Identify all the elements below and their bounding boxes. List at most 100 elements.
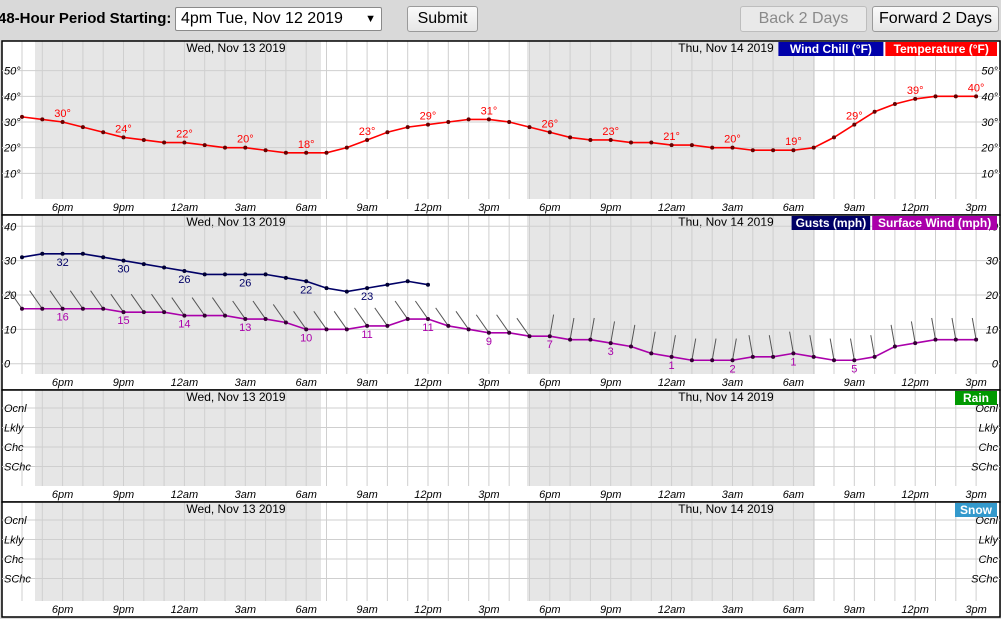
- wind-barb: [110, 293, 124, 313]
- surface-wind-point: [811, 354, 816, 359]
- x-tick-label: 6pm: [52, 202, 73, 214]
- x-tick-label: 12pm: [414, 604, 442, 616]
- gusts-point: [162, 265, 167, 270]
- surface-wind-point: [588, 337, 593, 342]
- gusts-point: [243, 272, 248, 277]
- surface-wind-point: [446, 323, 451, 328]
- wind-barb: [49, 290, 64, 310]
- x-tick-label: 12pm: [414, 202, 442, 214]
- temperature-point: [892, 102, 897, 107]
- x-tick-label: 12am: [658, 377, 686, 389]
- temperature-data-label: 20°: [724, 134, 741, 146]
- wind-barb: [849, 338, 855, 361]
- y-tick-label: 20°: [980, 143, 998, 155]
- legend-box: [872, 216, 997, 230]
- surface-wind-point: [263, 317, 268, 322]
- back-2-days-button[interactable]: Back 2 Days: [740, 6, 867, 32]
- y-tick-label: 40°: [981, 91, 998, 103]
- panel-rain: [1, 389, 1001, 503]
- surface-wind-data-label: 3: [608, 346, 614, 358]
- temperature-point: [405, 125, 410, 130]
- x-tick-label: 3am: [722, 202, 743, 214]
- y-tick-label: 40: [4, 221, 17, 233]
- x-tick-label: 3pm: [965, 489, 986, 501]
- surface-wind-data-label: 5: [851, 363, 857, 375]
- surface-wind-point: [486, 330, 491, 335]
- x-tick-label: 12am: [171, 604, 199, 616]
- y-tick-label: Lkly: [978, 535, 999, 547]
- surface-wind-point: [466, 327, 471, 332]
- gusts-point: [141, 262, 146, 267]
- x-tick-label: 3am: [722, 489, 743, 501]
- surface-wind-point: [141, 310, 146, 315]
- y-tick-label: 10: [986, 324, 999, 336]
- x-tick-label: 6am: [783, 489, 804, 501]
- wind-barb: [252, 300, 267, 320]
- legend-box: [791, 216, 871, 230]
- wind-barb: [671, 335, 676, 357]
- x-tick-label: 9am: [844, 377, 865, 389]
- gusts-point: [385, 282, 390, 287]
- temperature-data-label: 21°: [663, 131, 680, 143]
- temperature-point: [872, 109, 877, 114]
- legend-label: Rain: [963, 391, 989, 405]
- temperature-data-label: 30°: [54, 108, 71, 120]
- wind-barb: [130, 293, 145, 313]
- x-tick-label: 9pm: [600, 377, 621, 389]
- surface-wind-point: [223, 313, 227, 318]
- y-tick-label: 40°: [4, 91, 21, 103]
- wind-barb: [809, 335, 815, 357]
- temperature-data-label: 24°: [115, 123, 132, 135]
- gusts-point: [182, 268, 187, 273]
- x-tick-label: 9am: [844, 489, 865, 501]
- x-tick-label: 6am: [295, 202, 316, 214]
- wind-barb: [931, 317, 936, 340]
- wind-barb: [8, 290, 23, 310]
- y-tick-label: 0: [4, 359, 11, 371]
- wind-barb: [455, 311, 470, 330]
- temperature-point: [730, 145, 735, 150]
- x-tick-label: 12am: [171, 377, 199, 389]
- period-label: 48-Hour Period Starting:: [0, 10, 172, 27]
- y-tick-label: 50°: [981, 66, 998, 78]
- forward-2-days-button[interactable]: Forward 2 Days: [872, 6, 999, 32]
- surface-wind-point: [913, 341, 918, 346]
- temperature-point: [162, 140, 167, 145]
- surface-wind-point: [852, 358, 857, 363]
- surface-wind-data-label: 11: [422, 322, 433, 334]
- gusts-data-label: 22: [300, 284, 312, 296]
- temperature-point: [385, 130, 390, 135]
- x-tick-label: 3am: [722, 604, 743, 616]
- gusts-point: [121, 258, 126, 263]
- temperature-point: [852, 122, 857, 127]
- wind-barb: [630, 324, 636, 347]
- gusts-data-label: 26: [239, 277, 251, 289]
- x-tick-label: 3am: [235, 202, 256, 214]
- temperature-point: [20, 114, 24, 119]
- temperature-point: [304, 150, 309, 155]
- gusts-point: [263, 272, 268, 277]
- wind-barb: [414, 300, 429, 320]
- temperature-point: [283, 150, 288, 155]
- surface-wind-line: [22, 307, 977, 362]
- surface-wind-data-label: 13: [239, 322, 251, 334]
- temperature-point: [527, 125, 532, 130]
- night-shade: [35, 41, 321, 199]
- legend-label: Snow: [960, 503, 993, 517]
- period-select[interactable]: 4pm Tue, Nov 12 2019 ▼: [175, 7, 382, 31]
- x-tick-label: 6am: [295, 377, 316, 389]
- surface-wind-point: [101, 306, 106, 311]
- temperature-point: [243, 145, 248, 150]
- temperature-point: [974, 94, 979, 99]
- wind-barb: [748, 335, 754, 357]
- gusts-point: [223, 272, 227, 277]
- surface-wind-point: [791, 351, 796, 356]
- gusts-point: [283, 275, 288, 280]
- temperature-point: [547, 130, 552, 135]
- submit-button[interactable]: Submit: [407, 6, 478, 32]
- y-tick-label: Chc: [978, 442, 998, 454]
- temperature-point: [426, 122, 430, 127]
- surface-wind-data-label: 9: [486, 336, 492, 348]
- x-tick-label: 12am: [171, 202, 199, 214]
- legend-label: Temperature (°F): [894, 42, 989, 56]
